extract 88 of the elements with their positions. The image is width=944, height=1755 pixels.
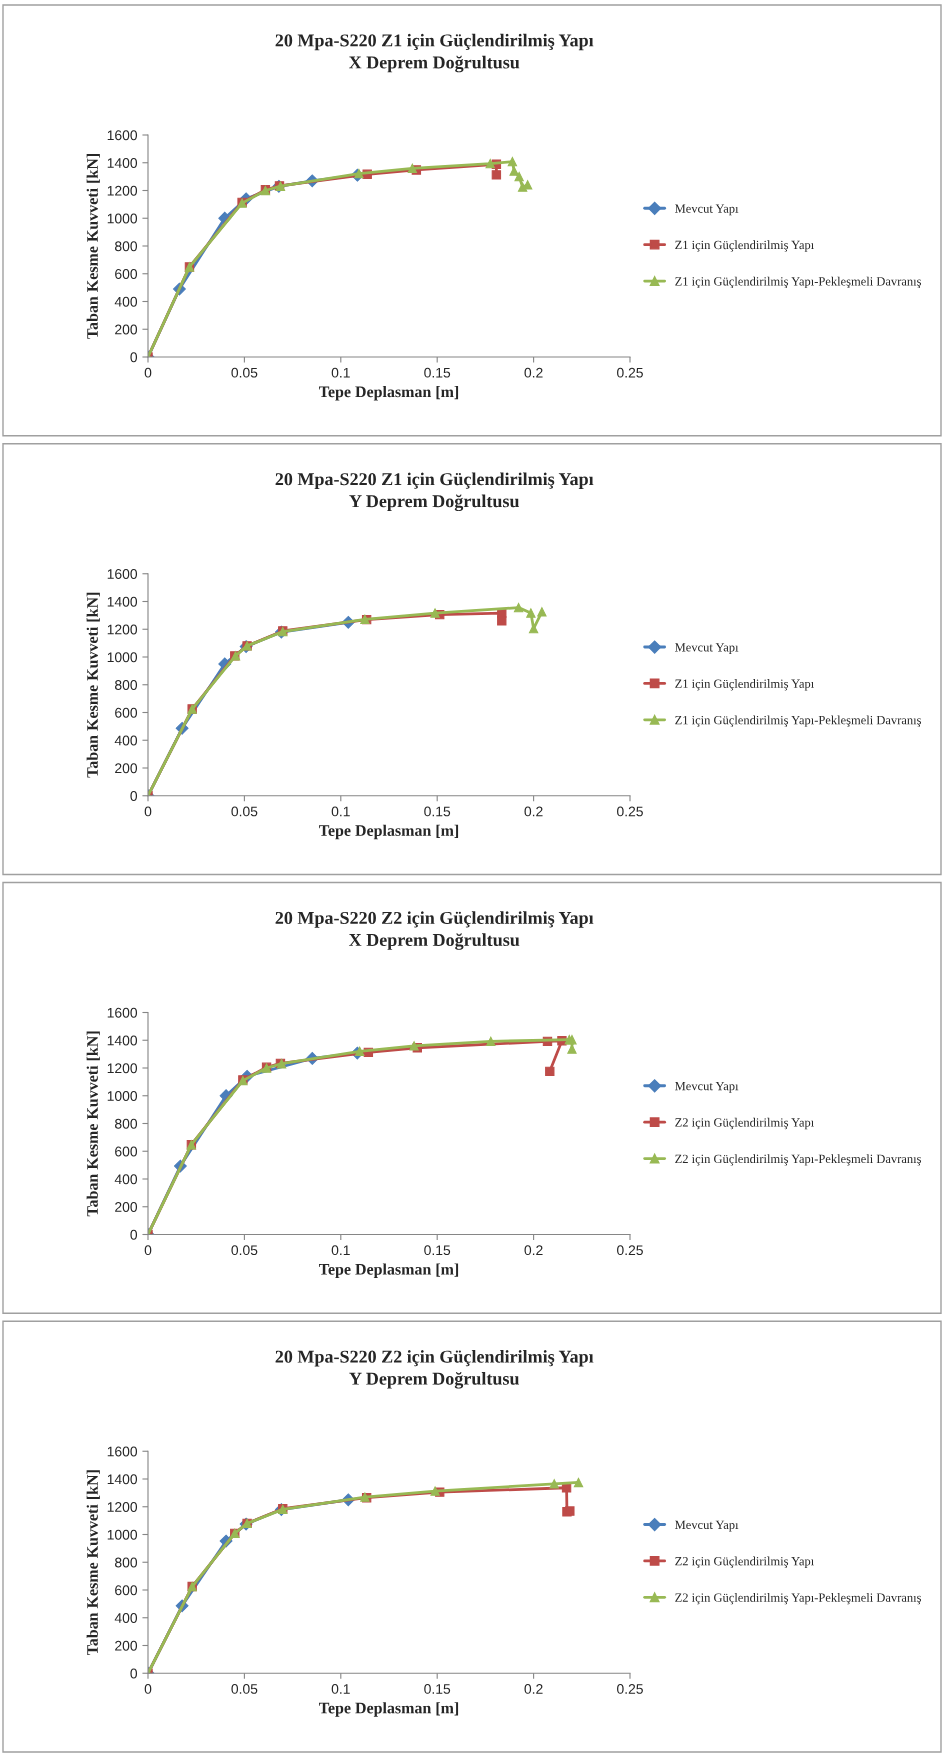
y-tick-label: 1200 — [107, 624, 138, 635]
y-tick-label: 200 — [115, 763, 138, 774]
x-tick-label: 0.05 — [231, 1684, 258, 1694]
y-axis-title: Taban Kesme Kuvveti [kN] — [86, 1031, 100, 1217]
y-tick-label: 0 — [130, 1668, 138, 1679]
y-tick-label: 400 — [114, 296, 138, 307]
x-tick-label: 0.2 — [524, 367, 543, 378]
y-tick-label: 1400 — [107, 1035, 138, 1046]
chart-title: 20 Mpa-S220 Z1 için Güçlendirilmiş Yapı — [275, 472, 594, 489]
x-tick-label: 0.25 — [617, 1245, 643, 1256]
x-tick-label: 0.2 — [524, 806, 543, 817]
y-tick-label: 1200 — [107, 1502, 138, 1512]
legend-label: Z2 için Güçlendirilmiş Yapı-Pekleşmeli Davranış — [675, 1154, 922, 1166]
x-tick-label: 0 — [144, 1684, 152, 1694]
y-tick-label: 1600 — [107, 130, 138, 141]
y-tick-label: 1400 — [107, 1474, 138, 1485]
y-tick-label: 0 — [130, 791, 138, 801]
x-tick-label: 0.1 — [331, 1245, 350, 1256]
y-tick-label: 800 — [115, 1118, 138, 1129]
x-tick-label: 0.25 — [617, 1684, 643, 1694]
y-tick-label: 600 — [115, 1146, 138, 1157]
y-tick-label: 1000 — [107, 1091, 138, 1101]
x-tick-label: 0.05 — [231, 367, 258, 378]
x-tick-label: 0.15 — [424, 367, 451, 378]
legend-label: Z1 için Güçlendirilmiş Yapı — [675, 679, 814, 691]
x-tick-label: 0.2 — [524, 1684, 543, 1694]
x-tick-label: 0 — [144, 806, 152, 817]
chart-title: 20 Mpa-S220 Z2 için Güçlendirilmiş Yapı — [275, 911, 594, 928]
x-tick-label: 0.1 — [331, 1684, 350, 1694]
y-tick-label: 0 — [130, 1229, 138, 1240]
legend-label: Z1 için Güçlendirilmiş Yapı-Pekleşmeli Davranış — [675, 276, 922, 289]
x-tick-label: 0 — [144, 1245, 152, 1256]
legend-label: Z2 için Güçlendirilmiş Yapı-Pekleşmeli Davranış — [675, 1593, 922, 1605]
x-tick-label: 0.1 — [331, 806, 350, 817]
y-tick-label: 1000 — [107, 1529, 138, 1540]
y-tick-label: 1200 — [107, 185, 138, 196]
y-tick-label: 1000 — [107, 213, 138, 224]
y-tick-label: 600 — [115, 707, 138, 718]
legend-label: Z1 için Güçlendirilmiş Yapı — [675, 240, 814, 252]
legend-label: Z1 için Güçlendirilmiş Yapı-Pekleşmeli Davranış — [675, 715, 922, 727]
y-tick-label: 0 — [130, 352, 138, 363]
chart-title: 20 Mpa-S220 Z2 için Güçlendirilmiş Yapı — [275, 1350, 594, 1367]
x-axis-title: Tepe Deplasman [m] — [319, 824, 459, 840]
x-tick-label: 0.25 — [617, 806, 643, 817]
y-axis-title: Taban Kesme Kuvveti [kN] — [86, 154, 100, 339]
y-tick-label: 1200 — [107, 1063, 138, 1074]
x-tick-label: 0 — [144, 367, 152, 378]
legend-label: Mevcut Yapı — [675, 1081, 739, 1093]
x-axis-title: Tepe Deplasman [m] — [319, 1263, 459, 1278]
y-tick-label: 1000 — [107, 652, 138, 663]
chart-title: 20 Mpa-S220 Z1 için Güçlendirilmiş Yapı — [275, 33, 594, 51]
y-tick-label: 800 — [115, 680, 138, 690]
legend-label: Z2 için Güçlendirilmiş Yapı — [675, 1117, 814, 1130]
y-tick-label: 1600 — [107, 1007, 138, 1018]
x-tick-label: 0.15 — [424, 1684, 451, 1694]
chart-subtitle: X Deprem Doğrultusu — [348, 55, 520, 73]
x-tick-label: 0.05 — [231, 1245, 258, 1256]
legend-label: Mevcut Yapı — [675, 1520, 739, 1532]
y-tick-label: 1400 — [107, 596, 138, 607]
y-axis-title: Taban Kesme Kuvveti [kN] — [86, 592, 100, 778]
chart-subtitle: Y Deprem Doğrultusu — [349, 494, 520, 512]
x-axis-title: Tepe Deplasman [m] — [319, 1702, 459, 1717]
legend-label: Mevcut Yapı — [675, 643, 739, 655]
x-tick-label: 0.05 — [231, 806, 258, 817]
y-tick-label: 400 — [114, 735, 138, 746]
y-tick-label: 800 — [115, 1557, 138, 1568]
legend-label: Mevcut Yapı — [675, 204, 739, 216]
y-tick-label: 1600 — [107, 1446, 138, 1457]
x-tick-label: 0.15 — [424, 806, 451, 817]
chart-subtitle: X Deprem Doğrultusu — [348, 933, 520, 950]
y-tick-label: 200 — [115, 1202, 138, 1212]
x-tick-label: 0.15 — [424, 1245, 451, 1256]
y-tick-label: 600 — [115, 1585, 138, 1596]
y-tick-label: 800 — [115, 241, 138, 252]
y-tick-label: 200 — [115, 324, 138, 335]
x-tick-label: 0.25 — [617, 367, 643, 378]
chart-subtitle: Y Deprem Doğrultusu — [349, 1371, 520, 1389]
y-tick-label: 600 — [115, 269, 138, 279]
y-tick-label: 1600 — [107, 569, 138, 579]
y-tick-label: 400 — [114, 1613, 138, 1623]
x-tick-label: 0.1 — [331, 367, 350, 378]
legend-label: Z2 için Güçlendirilmiş Yapı — [675, 1556, 814, 1568]
x-tick-label: 0.2 — [524, 1245, 543, 1256]
x-axis-title: Tepe Deplasman [m] — [319, 385, 459, 401]
y-tick-label: 1400 — [107, 158, 138, 168]
y-axis-title: Taban Kesme Kuvveti [kN] — [86, 1470, 100, 1656]
y-tick-label: 400 — [114, 1174, 138, 1185]
y-tick-label: 200 — [115, 1640, 138, 1651]
